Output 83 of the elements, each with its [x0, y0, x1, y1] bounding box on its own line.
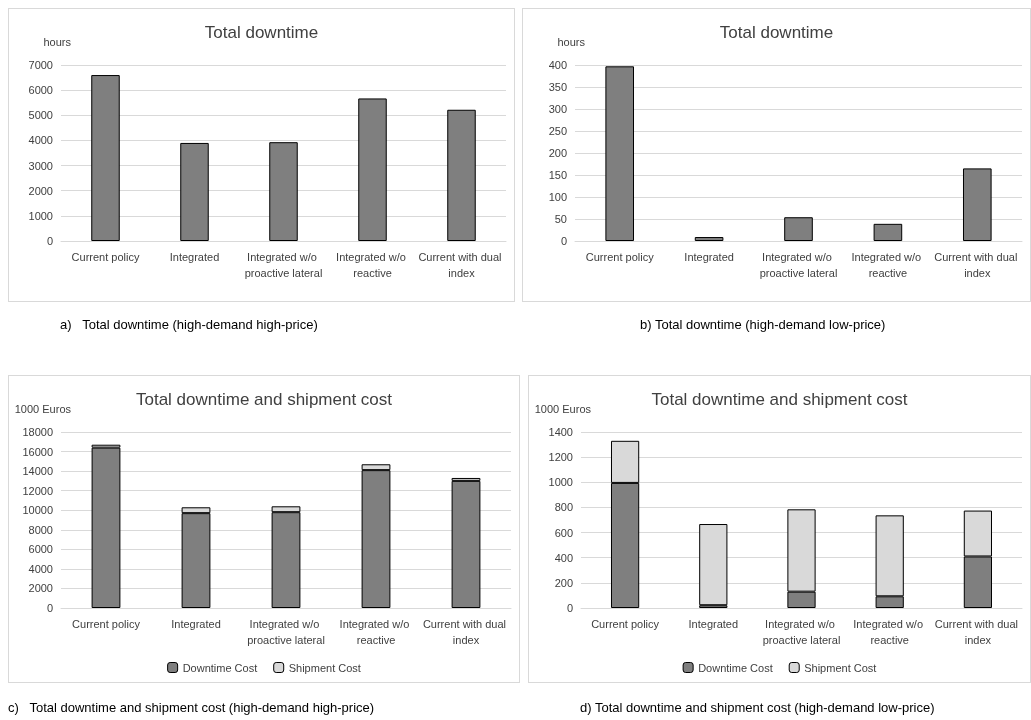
x-tick-label: Integrated w/o reactive: [851, 251, 925, 279]
legend-label: Shipment Cost: [804, 661, 877, 674]
x-tick-label: Integrated w/o proactive lateral: [247, 618, 325, 646]
bar: [605, 66, 634, 241]
x-tick-label: Current with dual index: [418, 251, 505, 279]
y-tick-label: 1400: [548, 426, 573, 438]
bar: [873, 223, 903, 241]
x-tick-label: Current policy: [71, 251, 140, 263]
y-axis-title: hours: [557, 35, 586, 48]
x-tick-label: Integrated: [169, 251, 220, 263]
y-tick-label: 16000: [22, 445, 53, 458]
y-tick-label: 1000: [548, 476, 573, 489]
y-axis-title: hours: [43, 35, 72, 48]
y-tick-label: 100: [548, 191, 567, 203]
y-tick-label: 350: [548, 81, 567, 93]
y-axis-title: 1000 Euros: [14, 402, 72, 415]
x-tick-label: Current policy: [585, 251, 655, 263]
y-tick-label: 1000: [28, 209, 53, 222]
y-tick-label: 3000: [28, 159, 53, 172]
y-tick-label: 12000: [22, 484, 53, 497]
legend-label: Shipment Cost: [288, 661, 361, 674]
y-tick-label: 18000: [22, 426, 53, 438]
bar: [784, 217, 813, 241]
bar: [447, 109, 476, 241]
y-tick-label: 4000: [28, 134, 53, 147]
y-tick-label: 2000: [28, 184, 53, 197]
bar: [180, 142, 209, 241]
y-tick-label: 2000: [28, 582, 53, 595]
y-tick-label: 50: [554, 213, 567, 225]
chart-title: Total downtime: [719, 23, 834, 42]
y-tick-label: 4000: [28, 562, 53, 575]
y-tick-label: 1200: [548, 451, 573, 464]
x-tick-label: Current with dual index: [934, 618, 1022, 646]
y-tick-label: 6000: [28, 84, 53, 97]
bar: [358, 98, 387, 241]
bar: [963, 168, 992, 241]
x-tick-label: Integrated w/o reactive: [339, 618, 413, 646]
y-tick-label: 5000: [28, 109, 53, 122]
y-tick-label: 800: [554, 501, 573, 514]
bar: [91, 447, 121, 608]
y-tick-label: 150: [548, 169, 567, 181]
x-tick-label: Integrated w/o proactive lateral: [762, 618, 841, 646]
x-tick-label: Current with dual index: [934, 251, 1021, 279]
x-tick-label: Integrated w/o proactive lateral: [244, 251, 323, 279]
text: c) Total downtime and shipment cost (high-demand high-price): [8, 700, 375, 715]
chart-title: Total downtime and shipment cost: [651, 390, 908, 409]
y-tick-label: 7000: [28, 59, 53, 71]
y-tick-label: 250: [548, 125, 567, 137]
text: b) Total downtime (high-demand low-price): [640, 317, 886, 332]
y-tick-label: 400: [554, 551, 573, 564]
bar: [451, 480, 481, 608]
bar: [694, 237, 724, 241]
x-tick-label: Current policy: [72, 618, 141, 630]
y-tick-label: 600: [554, 526, 573, 539]
text: a) Total downtime (high-demand high-price): [60, 317, 318, 332]
x-tick-label: Current with dual index: [422, 618, 510, 646]
x-tick-label: Integrated w/o reactive: [853, 618, 927, 646]
x-tick-label: Integrated: [171, 618, 221, 630]
text: d) Total downtime and shipment cost (high-demand low-price): [580, 700, 935, 715]
x-tick-label: Integrated w/o proactive lateral: [759, 251, 838, 279]
x-tick-label: Integrated w/o reactive: [336, 251, 409, 279]
y-tick-label: 200: [548, 147, 567, 159]
bar: [91, 75, 120, 241]
x-tick-label: Integrated: [684, 251, 734, 263]
x-tick-label: Current policy: [591, 618, 660, 630]
y-tick-label: 0: [46, 602, 53, 614]
legend-label: Downtime Cost: [698, 661, 773, 674]
y-tick-label: 14000: [22, 465, 53, 478]
y-axis-title: 1000 Euros: [534, 402, 592, 415]
bar: [269, 142, 298, 241]
y-tick-label: 0: [566, 602, 573, 614]
y-tick-label: 0: [560, 235, 567, 247]
y-tick-label: 400: [548, 59, 567, 71]
chart-title: Total downtime: [204, 23, 319, 42]
y-tick-label: 10000: [22, 504, 53, 517]
legend-label: Downtime Cost: [182, 661, 258, 674]
y-tick-label: 300: [548, 103, 567, 115]
chart-title: Total downtime and shipment cost: [135, 390, 393, 409]
y-tick-label: 200: [554, 576, 573, 589]
y-tick-label: 0: [46, 235, 53, 247]
y-tick-label: 8000: [28, 523, 53, 536]
y-tick-label: 6000: [28, 543, 53, 556]
x-tick-label: Integrated: [688, 618, 739, 630]
